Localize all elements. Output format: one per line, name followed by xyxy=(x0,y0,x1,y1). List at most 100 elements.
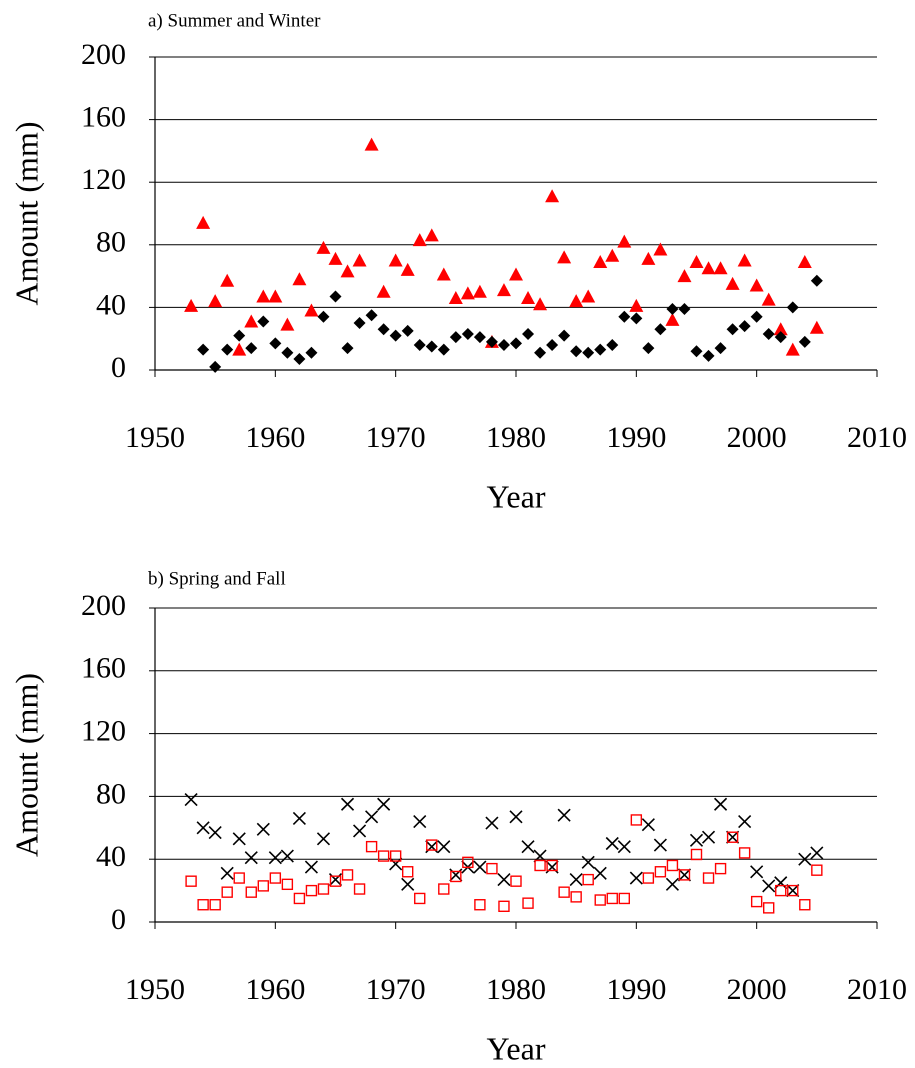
point xyxy=(689,255,704,269)
point xyxy=(641,251,656,265)
point xyxy=(569,873,583,887)
point xyxy=(389,329,402,342)
point xyxy=(714,862,727,875)
y-tick-label: 200 xyxy=(81,38,126,71)
point xyxy=(558,886,570,898)
point xyxy=(787,884,799,897)
point xyxy=(786,301,799,314)
point xyxy=(533,297,548,311)
point xyxy=(775,884,787,897)
point xyxy=(738,814,752,829)
point xyxy=(629,871,643,885)
point xyxy=(785,342,800,356)
y-tick-label: 40 xyxy=(96,840,126,873)
point xyxy=(678,302,691,315)
point xyxy=(630,312,643,325)
point xyxy=(305,884,318,897)
point xyxy=(389,850,402,862)
point xyxy=(689,833,704,847)
point xyxy=(352,253,367,267)
point xyxy=(582,346,595,359)
point xyxy=(546,338,559,351)
point xyxy=(485,335,498,348)
point xyxy=(184,298,199,312)
point xyxy=(377,850,390,862)
point xyxy=(497,338,510,351)
point xyxy=(726,831,739,843)
point xyxy=(473,331,486,344)
point xyxy=(292,272,307,286)
point xyxy=(437,343,450,356)
point xyxy=(208,294,223,308)
point xyxy=(449,868,463,882)
point xyxy=(389,857,403,871)
point xyxy=(269,872,282,884)
point xyxy=(257,880,269,892)
point xyxy=(545,189,560,203)
point xyxy=(233,872,245,884)
point xyxy=(220,866,234,880)
point xyxy=(510,337,522,350)
point xyxy=(485,816,499,830)
point xyxy=(365,840,378,853)
point xyxy=(268,289,283,303)
point xyxy=(220,273,235,287)
point xyxy=(340,264,355,278)
point xyxy=(400,262,415,276)
point xyxy=(414,892,426,905)
x-tick-label: 1980 xyxy=(486,421,546,454)
point xyxy=(677,269,692,283)
point xyxy=(534,346,547,359)
point xyxy=(197,899,209,911)
point xyxy=(809,320,824,334)
point xyxy=(244,314,259,328)
point xyxy=(328,251,343,265)
point xyxy=(617,234,632,248)
point xyxy=(738,320,751,333)
y-tick-label: 160 xyxy=(81,100,126,133)
point xyxy=(209,360,222,373)
point xyxy=(642,342,655,355)
point xyxy=(618,892,630,905)
point xyxy=(377,323,390,336)
x-tick-label: 2010 xyxy=(847,973,907,1006)
point xyxy=(641,818,655,832)
point xyxy=(665,877,679,891)
point xyxy=(316,832,331,846)
point xyxy=(341,869,354,881)
point xyxy=(377,797,391,811)
point xyxy=(462,856,474,869)
point xyxy=(666,859,679,872)
point xyxy=(197,343,210,356)
point xyxy=(522,328,535,341)
point xyxy=(798,852,812,866)
y-axis-label: Amount (mm) xyxy=(8,122,44,306)
point xyxy=(594,894,606,906)
point xyxy=(353,824,367,838)
point xyxy=(774,331,787,344)
x-tick-label: 1970 xyxy=(366,421,426,454)
point xyxy=(316,240,331,254)
point xyxy=(472,284,487,298)
point xyxy=(509,267,523,281)
point xyxy=(304,860,318,874)
point xyxy=(292,811,306,825)
point xyxy=(738,847,751,859)
point xyxy=(449,331,462,344)
point xyxy=(749,278,764,292)
y-tick-label: 40 xyxy=(96,288,126,321)
x-tick-label: 2010 xyxy=(847,421,907,454)
point xyxy=(281,346,294,359)
y-tick-label: 120 xyxy=(81,163,126,196)
point xyxy=(773,322,788,336)
point xyxy=(245,342,258,355)
chart-title: b) Spring and Fall xyxy=(148,568,286,589)
point xyxy=(677,868,692,882)
point xyxy=(521,291,536,305)
point xyxy=(232,342,247,356)
point xyxy=(582,873,594,886)
point xyxy=(701,261,716,275)
point xyxy=(594,343,607,356)
point xyxy=(256,289,271,303)
